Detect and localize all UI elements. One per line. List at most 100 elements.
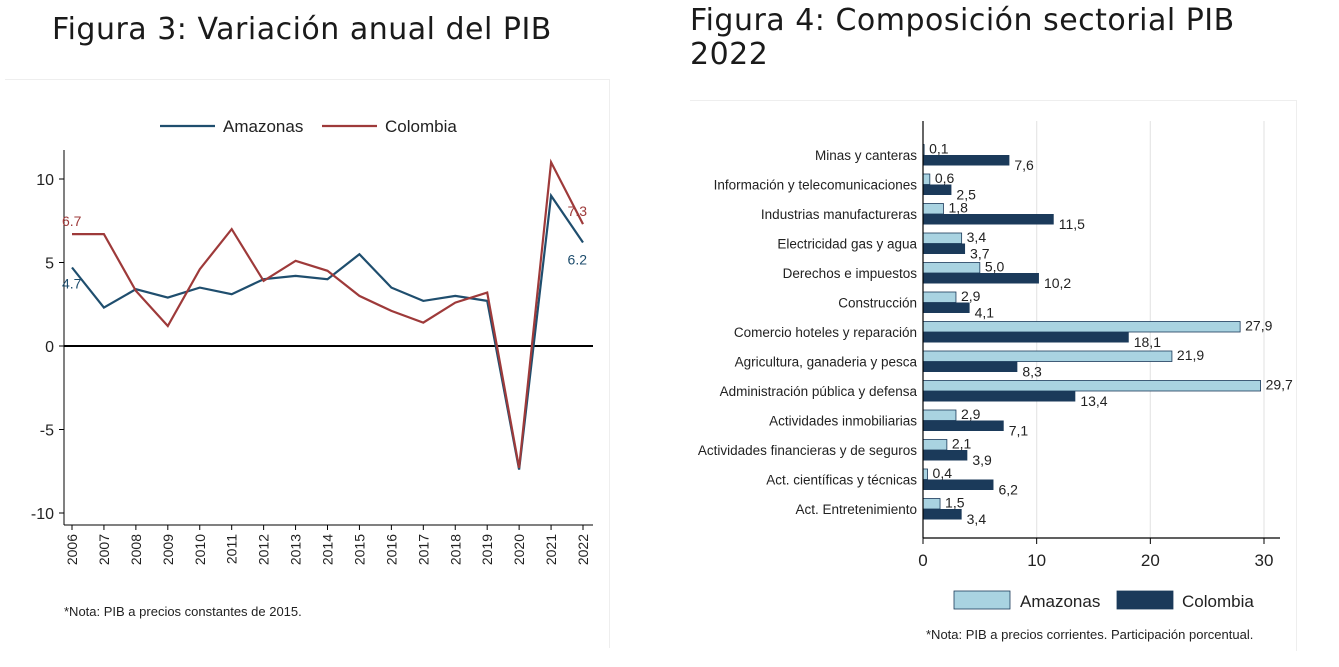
data-label-amazonas: 1,5 (945, 495, 965, 511)
category-label: Act. científicas y técnicas (766, 473, 917, 488)
bar-amazonas (922, 380, 1261, 392)
bar-amazonas (922, 232, 963, 244)
figure3-title: Figura 3: Variación anual del PIB (52, 12, 552, 47)
y-tick-label: -5 (40, 423, 54, 440)
category-label: Información y telecomunicaciones (714, 178, 918, 193)
bar-colombia (923, 302, 970, 313)
y-tick-label: -10 (31, 506, 54, 523)
category-label: Actividades inmobiliarias (769, 414, 917, 429)
series-lines (71, 158, 584, 470)
data-label-colombia: 7,1 (1009, 423, 1029, 439)
bar-colombia (923, 509, 962, 520)
legend-label: Amazonas (1020, 592, 1100, 611)
y-tick-label: 5 (45, 256, 54, 273)
data-label-colombia: 4,1 (975, 305, 995, 321)
bar-colombia (923, 420, 1004, 431)
bar-amazonas (922, 321, 1241, 333)
data-label-colombia: 18,1 (1134, 334, 1161, 350)
x-tick-label: 2011 (224, 534, 240, 564)
series-colombia (72, 158, 584, 469)
legend-swatch (953, 590, 1011, 610)
x-tick-label: 2013 (288, 534, 304, 565)
bar-amazonas (922, 203, 944, 215)
bar-colombia (923, 155, 1010, 166)
data-label-amazonas: 21,9 (1177, 347, 1204, 363)
axes: 0 10 20 30 (918, 121, 1280, 570)
figure4-panel: 0,1 7,6 0,6 2,5 1,8 11,5 3,4 3,7 5,0 10,2 2,9 4,1 27… (690, 100, 1297, 651)
x-tick-label: 2016 (383, 534, 399, 565)
data-label-colombia: 13,4 (1080, 393, 1107, 409)
bar-colombia (923, 391, 1076, 402)
data-label-colombia: 8,3 (1022, 364, 1042, 380)
data-label-colombia: 3,9 (972, 452, 992, 468)
bar-amazonas (922, 262, 981, 274)
y-tick-label: 10 (36, 172, 54, 189)
data-label-amazonas: 0,6 (935, 170, 955, 186)
bar-colombia (923, 243, 966, 254)
data-label-amazonas: 1,8 (948, 200, 968, 216)
category-label: Industrias manufactureras (761, 207, 917, 222)
x-tick-label: 2019 (479, 534, 495, 565)
x-tick-label: 2010 (192, 534, 208, 565)
bar-colombia (923, 361, 1018, 372)
value-label: 6.2 (568, 251, 588, 267)
x-tick-label: 2014 (320, 534, 336, 565)
bar-chart: 0,17,60,62,51,811,53,43,75,010,22,94,127… (698, 121, 1293, 642)
x-tick-label: 2006 (64, 534, 80, 565)
figure4-title: Figura 4: Composición sectorial PIB 2022 (690, 3, 1235, 72)
bar-amazonas (922, 291, 957, 303)
x-tick-label: 2018 (447, 534, 463, 565)
category-label: Electricidad gas y agua (777, 237, 917, 252)
x-tick-label: 0 (918, 551, 927, 570)
value-label: 7.3 (568, 203, 588, 219)
bar-amazonas (922, 173, 931, 185)
x-tick-label: 2008 (128, 534, 144, 565)
legend-label: Amazonas (223, 117, 303, 136)
value-labels: 6.7 4.7 7.3 6.2 (62, 203, 587, 291)
data-label-amazonas: 27,9 (1245, 318, 1272, 334)
bar-amazonas (922, 409, 957, 421)
bar-amazonas (922, 468, 928, 480)
data-label-amazonas: 0,1 (929, 141, 949, 157)
data-label-amazonas: 5,0 (985, 259, 1005, 275)
bar-colombia (923, 273, 1039, 284)
bar-colombia (923, 184, 952, 195)
value-label: 4.7 (62, 276, 82, 292)
bar-colombia (923, 479, 994, 490)
bar-amazonas (922, 350, 1173, 362)
data-label-amazonas: 2,9 (961, 406, 981, 422)
chart-note: *Nota: PIB a precios corrientes. Partici… (926, 627, 1253, 642)
x-tick-label: 2020 (511, 534, 527, 565)
category-label: Derechos e impuestos (783, 266, 918, 281)
chart-note: *Nota: PIB a precios constantes de 2015. (64, 604, 302, 619)
x-tick-label: 20 (1141, 551, 1160, 570)
x-tick-label: 2007 (96, 534, 112, 565)
y-tick-label: 0 (45, 339, 54, 356)
category-label: Administración pública y defensa (720, 384, 918, 399)
data-label-colombia: 3,4 (967, 511, 987, 527)
data-label-amazonas: 0,4 (933, 465, 953, 481)
data-label-colombia: 2,5 (956, 187, 976, 203)
bar-amazonas (922, 498, 941, 510)
x-tick-label: 10 (1027, 551, 1046, 570)
x-tick-label: 2017 (415, 534, 431, 565)
bar-colombia (923, 450, 968, 461)
legend: Amazonas Colombia (160, 117, 457, 136)
bar-colombia (923, 332, 1129, 343)
category-label: Act. Entretenimiento (795, 502, 917, 517)
line-chart: Amazonas Colombia 10 5 0 -5 -10 2006 2007 2008 20… (31, 117, 593, 619)
data-label-amazonas: 29,7 (1266, 377, 1293, 393)
x-tick-label: 2022 (575, 534, 591, 565)
data-label-amazonas: 2,1 (952, 436, 972, 452)
legend-label: Colombia (385, 117, 457, 136)
x-tick-label: 2012 (256, 534, 272, 565)
data-label-colombia: 6,2 (998, 482, 1018, 498)
x-tick-label: 2021 (543, 534, 559, 565)
figure3-panel: Amazonas Colombia 10 5 0 -5 -10 2006 2007 2008 20… (5, 79, 610, 648)
bar-colombia (923, 214, 1054, 225)
series-amazonas (71, 192, 584, 470)
x-tick-label: 30 (1255, 551, 1274, 570)
category-labels: Minas y canteras Información y telecomuni… (698, 148, 918, 517)
category-label: Actividades financieras y de seguros (698, 443, 917, 458)
bars: 0,17,60,62,51,811,53,43,75,010,22,94,127… (922, 141, 1293, 527)
